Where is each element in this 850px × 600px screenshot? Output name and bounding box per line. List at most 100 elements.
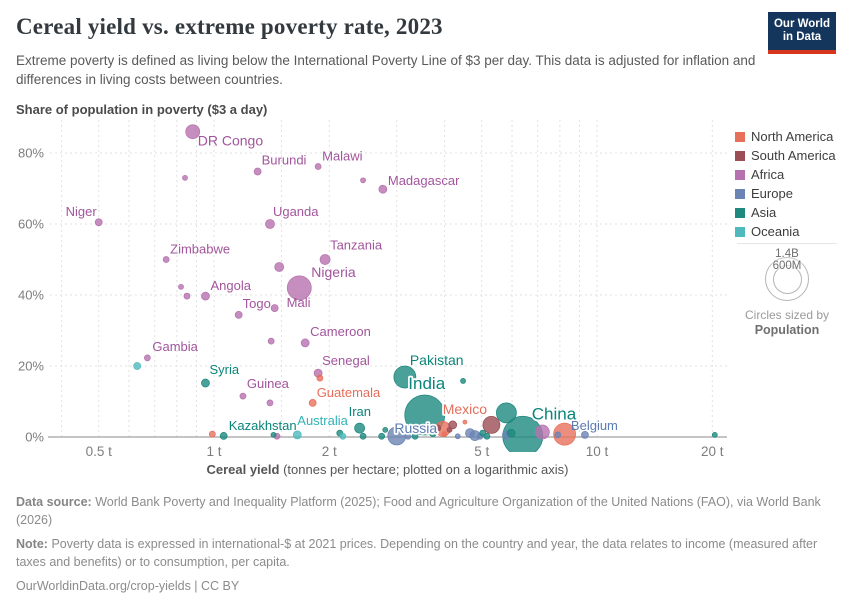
data-point-unlabeled[interactable] (133, 362, 142, 370)
data-points-layer (94, 124, 718, 452)
data-point-unlabeled[interactable] (441, 431, 448, 438)
data-point-belgium[interactable] (581, 430, 589, 439)
country-label-guatemala: Guatemala (317, 385, 381, 400)
country-label-guinea: Guinea (247, 376, 290, 391)
data-point-guatemala[interactable] (308, 399, 317, 407)
data-point-unlabeled[interactable] (274, 262, 285, 272)
legend-label: South America (751, 148, 836, 163)
legend-swatch-asia (735, 207, 745, 218)
data-point-unlabeled[interactable] (554, 431, 562, 439)
data-point-kazakhstan[interactable] (219, 432, 228, 440)
y-tick-label: 60% (18, 217, 44, 232)
country-label-pakistan: Pakistan (410, 352, 464, 368)
data-point-nigeria[interactable] (286, 275, 312, 301)
data-point-unlabeled[interactable] (460, 378, 466, 384)
legend-item-north_america[interactable]: North America (735, 127, 836, 146)
data-point-unlabeled[interactable] (382, 427, 389, 433)
data-point-mali[interactable] (270, 304, 279, 313)
country-label-syria: Syria (209, 362, 239, 377)
note-line: Note: Poverty data is expressed in inter… (16, 536, 828, 571)
y-tick-label: 40% (18, 288, 44, 303)
data-point-unlabeled[interactable] (483, 432, 491, 440)
data-point-guinea[interactable] (239, 392, 247, 400)
data-point-syria[interactable] (201, 378, 210, 388)
data-point-tanzania[interactable] (319, 254, 331, 265)
data-point-unlabeled[interactable] (208, 430, 216, 438)
data-point-iran[interactable] (354, 422, 365, 434)
x-tick-label: 5 t (474, 444, 489, 459)
data-point-unlabeled[interactable] (465, 428, 475, 438)
data-point-australia[interactable] (292, 430, 302, 440)
data-point-unlabeled[interactable] (182, 174, 188, 181)
data-point-india[interactable] (404, 394, 446, 436)
citation-line[interactable]: OurWorldinData.org/crop-yields | CC BY (16, 579, 240, 593)
legend-swatch-africa (735, 169, 745, 180)
data-point-unlabeled[interactable] (429, 429, 437, 437)
data-point-unlabeled[interactable] (534, 424, 550, 440)
data-point-unlabeled[interactable] (453, 405, 462, 413)
legend-swatch-south_america (735, 150, 745, 161)
data-point-unlabeled[interactable] (506, 428, 516, 438)
data-point-unlabeled[interactable] (266, 399, 274, 407)
size-legend-caption-bold: Population (754, 323, 820, 337)
data-point-unlabeled[interactable] (496, 402, 517, 424)
y-tick-label: 0% (25, 430, 44, 445)
data-point-unlabeled[interactable] (339, 432, 347, 440)
legend-item-oceania[interactable]: Oceania (735, 222, 836, 241)
legend-label: Asia (751, 205, 777, 220)
data-point-burundi[interactable] (253, 167, 262, 176)
country-label-iran: Iran (349, 404, 371, 419)
data-point-unlabeled[interactable] (454, 433, 461, 440)
data-point-unlabeled[interactable] (267, 337, 275, 345)
data-point-unlabeled[interactable] (178, 283, 184, 290)
legend-label: Oceania (751, 224, 800, 239)
data-point-niger[interactable] (94, 218, 103, 227)
data-point-cameroon[interactable] (300, 338, 310, 348)
country-label-senegal: Senegal (322, 353, 370, 368)
x-axis-title: Cereal yield (tonnes per hectare; plotte… (206, 462, 568, 477)
data-point-unlabeled[interactable] (711, 431, 718, 438)
country-label-malawi: Malawi (322, 148, 363, 163)
size-label-small: 600M (772, 260, 802, 272)
data-point-unlabeled[interactable] (378, 432, 386, 440)
country-label-nigeria: Nigeria (311, 264, 356, 280)
country-label-dr-congo: DR Congo (198, 133, 264, 149)
data-point-unlabeled[interactable] (448, 420, 458, 430)
legend-item-south_america[interactable]: South America (735, 146, 836, 165)
x-tick-label: 20 t (701, 444, 724, 459)
size-legend-caption: Circles sized by (744, 308, 830, 322)
data-point-zimbabwe[interactable] (162, 256, 170, 263)
data-point-unlabeled[interactable] (360, 177, 366, 184)
data-point-pakistan[interactable] (393, 365, 417, 389)
data-point-unlabeled[interactable] (411, 432, 419, 440)
data-point-dr-congo[interactable] (185, 124, 201, 140)
data-point-unlabeled[interactable] (482, 416, 501, 434)
legend-swatch-oceania (735, 226, 745, 237)
data-point-unlabeled[interactable] (446, 427, 453, 433)
data-point-unlabeled[interactable] (359, 432, 367, 440)
legend-item-europe[interactable]: Europe (735, 184, 836, 203)
data-point-togo[interactable] (234, 311, 243, 319)
data-point-unlabeled[interactable] (404, 432, 412, 440)
data-point-uganda[interactable] (265, 219, 275, 229)
legend-item-asia[interactable]: Asia (735, 203, 836, 222)
legend-item-africa[interactable]: Africa (735, 165, 836, 184)
x-tick-label: 1 t (206, 444, 221, 459)
data-point-unlabeled[interactable] (434, 424, 442, 432)
country-label-niger: Niger (66, 204, 98, 219)
data-point-malawi[interactable] (314, 163, 322, 170)
data-point-madagascar[interactable] (378, 184, 388, 194)
data-point-gambia[interactable] (144, 354, 151, 362)
y-axis-title: Share of population in poverty ($3 a day… (16, 102, 268, 117)
size-ring-large (765, 257, 809, 301)
data-point-unlabeled[interactable] (316, 374, 324, 382)
data-point-unlabeled[interactable] (462, 419, 468, 425)
data-point-unlabeled[interactable] (270, 431, 277, 438)
scatter-plot[interactable]: 0% 20% 40% 60% 80% 0.5 t 1 t 2 t 5 t 10 t 20 t Cere… (0, 0, 850, 480)
data-point-unlabeled[interactable] (553, 422, 576, 446)
country-label-tanzania: Tanzania (330, 238, 383, 253)
country-label-zimbabwe: Zimbabwe (170, 242, 230, 257)
data-point-angola[interactable] (201, 291, 210, 301)
x-tick-label: 2 t (322, 444, 337, 459)
data-point-unlabeled[interactable] (183, 292, 191, 300)
